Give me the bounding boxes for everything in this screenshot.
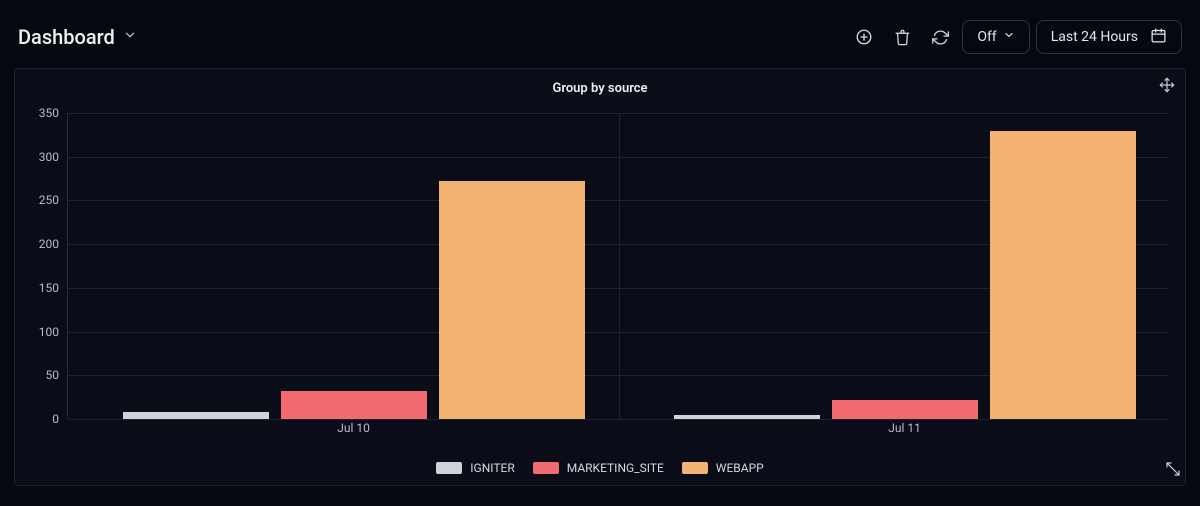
chart-area: 050100150200250300350 Jul 10Jul 11 (27, 113, 1169, 437)
y-tick-label: 50 (27, 368, 59, 382)
bar[interactable] (281, 391, 427, 419)
y-tick-label: 100 (27, 325, 59, 339)
legend-item[interactable]: IGNITER (436, 461, 514, 475)
auto-refresh-select[interactable]: Off (962, 20, 1029, 54)
x-tick-label: Jul 10 (337, 421, 370, 435)
chart-panel: Group by source 0 50 100 150 200 250 300 350 Ju… (14, 68, 1186, 486)
bar-group (123, 113, 585, 419)
add-button[interactable] (848, 21, 880, 53)
y-tick-label: 0 (27, 412, 59, 426)
calendar-icon (1150, 27, 1167, 48)
move-icon[interactable] (1159, 77, 1175, 97)
resize-handle-icon[interactable] (1165, 461, 1181, 481)
toolbar: Off Last 24 Hours (848, 20, 1182, 54)
delete-button[interactable] (886, 21, 918, 53)
legend-swatch (436, 462, 462, 474)
gridline (619, 113, 620, 419)
time-range-select[interactable]: Last 24 Hours (1036, 20, 1182, 54)
legend-label: MARKETING_SITE (567, 461, 664, 475)
x-axis: Jul 10 Jul 11 (67, 419, 1169, 437)
legend-item[interactable]: MARKETING_SITE (533, 461, 664, 475)
bar[interactable] (990, 131, 1136, 420)
legend: IGNITER MARKETING_SITE WEBAPP (15, 461, 1185, 475)
page-title: Dashboard (18, 25, 115, 49)
legend-item[interactable]: WEBAPP (682, 461, 764, 475)
legend-label: IGNITER (470, 461, 514, 475)
bar[interactable] (832, 400, 978, 419)
auto-refresh-label: Off (977, 29, 996, 45)
legend-swatch (533, 462, 559, 474)
y-tick-label: 350 (27, 106, 59, 120)
dashboard-title-dropdown[interactable]: Dashboard (18, 25, 137, 49)
chevron-down-icon (1003, 29, 1015, 45)
bar-group (674, 113, 1136, 419)
legend-swatch (682, 462, 708, 474)
plot-area (67, 113, 1169, 419)
panel-title: Group by source (15, 81, 1185, 96)
bar[interactable] (439, 181, 585, 419)
y-tick-label: 300 (27, 150, 59, 164)
y-tick-label: 250 (27, 193, 59, 207)
legend-label: WEBAPP (716, 461, 764, 475)
y-tick-label: 150 (27, 281, 59, 295)
bar[interactable] (123, 412, 269, 419)
chevron-down-icon (123, 28, 137, 46)
refresh-button[interactable] (924, 21, 956, 53)
y-axis: 050100150200250300350 (27, 113, 63, 419)
y-tick-label: 200 (27, 237, 59, 251)
time-range-label: Last 24 Hours (1051, 29, 1138, 45)
x-tick-label: Jul 11 (888, 421, 921, 435)
